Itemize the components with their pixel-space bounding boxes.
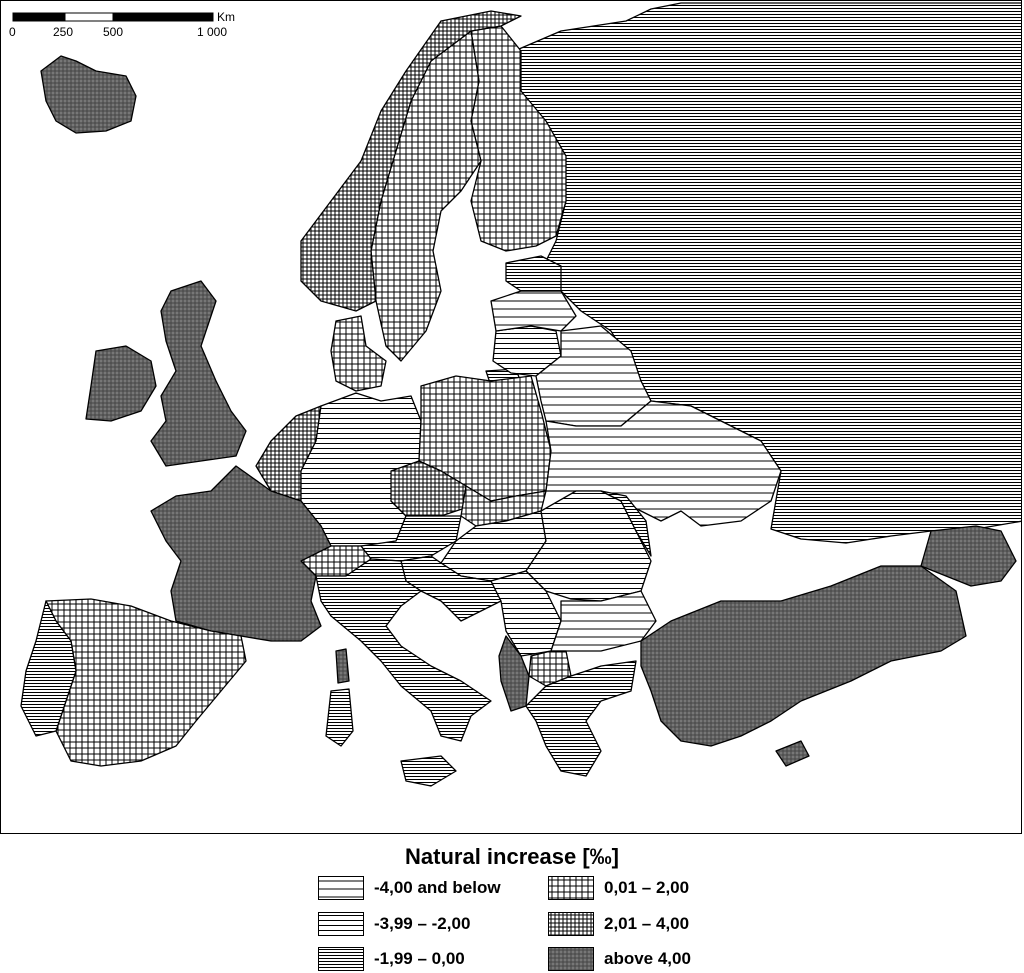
scale-tick-250: 250 [53,25,74,39]
region-sicily [400,755,457,787]
scale-bar-segment-0 [12,12,66,22]
legend-swatch-class-5 [548,912,594,936]
scale-bar-segment-1 [64,12,114,22]
region-ireland [85,345,157,422]
legend-label-class-6: above 4,00 [604,949,691,968]
region-denmark [330,315,387,392]
legend-swatch-class-2 [318,912,364,936]
region-greece [525,660,637,777]
legend-swatch-class-3 [318,947,364,971]
scale-tick-500: 500 [103,25,124,39]
region-estonia [505,255,562,292]
legend: Natural increase [‰] -4,00 and below -3,… [0,834,1024,972]
legend-swatch-class-6 [548,947,594,971]
region-caucasus [920,525,1017,587]
region-portugal [20,600,77,737]
region-albania [498,635,530,712]
region-italy [315,558,492,742]
legend-label-class-4: 0,01 – 2,00 [604,878,690,897]
legend-swatch-class-1 [318,876,364,900]
legend-title: Natural increase [‰] [405,844,619,869]
region-bulgaria [550,590,657,652]
scale-tick-1000: 1 000 [197,25,228,39]
scale-bar [12,12,214,22]
region-moldova [600,490,652,557]
legend-swatch-class-4 [548,876,594,900]
legend-label-class-1: -4,00 and below [374,878,501,897]
region-turkey [640,565,967,747]
region-norway [300,10,522,312]
scale-unit: Km [217,10,235,24]
legend-label-class-3: -1,99 – 0,00 [374,949,465,968]
region-sardinia [325,688,354,747]
region-iceland [40,55,137,134]
region-cyprus [775,740,810,767]
legend-label-class-5: 2,01 – 4,00 [604,914,690,933]
map-frame: 0 250 500 1 000 Km [0,0,1022,834]
scale-tick-0: 0 [9,25,16,39]
region-latvia [490,290,577,332]
region-france [150,465,332,642]
region-sweden [370,30,482,362]
legend-label-class-2: -3,99 – -2,00 [374,914,471,933]
map-canvas [12,2,1021,787]
region-united-kingdom [150,280,247,467]
region-corsica [335,648,350,684]
scale-bar-segment-2 [112,12,214,22]
